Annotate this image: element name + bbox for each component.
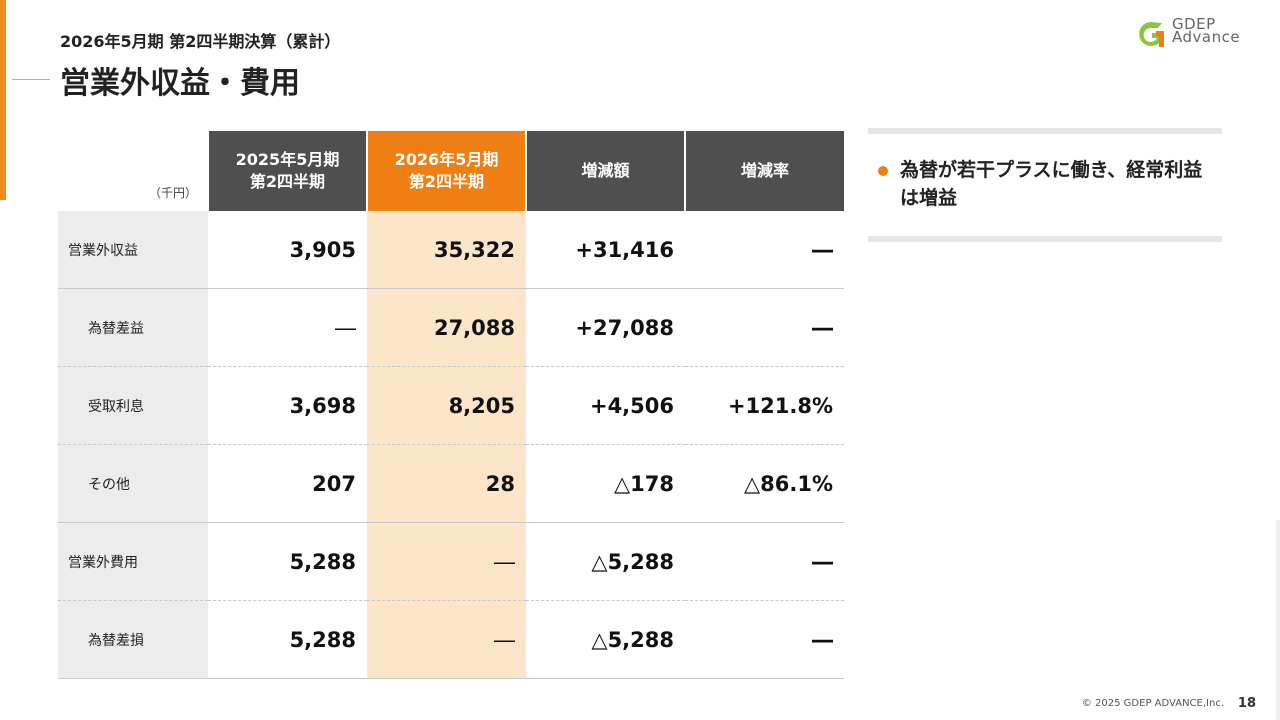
bullet-dot-icon (878, 166, 888, 176)
table-row: 営業外費用 5,288 ― △5,288 ― (58, 522, 844, 601)
page-subtitle: 2026年5月期 第2四半期決算（累計） (60, 32, 341, 51)
cell-curr: ― (367, 522, 526, 601)
row-label: 為替差益 (58, 288, 208, 367)
table-row: 営業外収益 3,905 35,322 +31,416 ― (58, 211, 844, 289)
cell-curr: 35,322 (367, 211, 526, 289)
cell-prev: 207 (208, 444, 367, 523)
edge-decoration (1276, 520, 1280, 720)
cell-prev: ― (208, 288, 367, 367)
row-label: 受取利息 (58, 366, 208, 445)
cell-curr: 28 (367, 444, 526, 523)
cell-rate: ― (685, 522, 844, 601)
cell-curr: ― (367, 600, 526, 679)
footer-copyright: © 2025 GDEP ADVANCE,Inc. (1081, 698, 1224, 709)
cell-rate: ― (685, 211, 844, 289)
table-header-row: （千円） 2025年5月期 第2四半期 2026年5月期 第2四半期 増減額 増減率 (58, 131, 844, 211)
side-note-top-bar (868, 128, 1222, 134)
logo-text: GDEP Advance (1172, 15, 1241, 46)
cell-diff: △5,288 (526, 600, 685, 679)
cell-rate: ― (685, 288, 844, 367)
company-logo: GDEP Advance (1136, 15, 1260, 48)
table-row: 為替差益 ― 27,088 +27,088 ― (58, 288, 844, 367)
cell-curr: 8,205 (367, 366, 526, 445)
table-row: 受取利息 3,698 8,205 +4,506 +121.8% (58, 366, 844, 445)
row-label: 為替差損 (58, 600, 208, 679)
col-header-prev: 2025年5月期 第2四半期 (207, 131, 367, 211)
cell-diff: △5,288 (526, 522, 685, 601)
cell-prev: 5,288 (208, 600, 367, 679)
cell-prev: 3,698 (208, 366, 367, 445)
accent-bar (0, 0, 6, 200)
cell-rate: △86.1% (685, 444, 844, 523)
row-label: 営業外収益 (58, 211, 208, 289)
cell-curr: 27,088 (367, 288, 526, 367)
cell-prev: 3,905 (208, 211, 367, 289)
cell-diff: △178 (526, 444, 685, 523)
cell-diff: +4,506 (526, 366, 685, 445)
cell-prev: 5,288 (208, 522, 367, 601)
cell-diff: +31,416 (526, 211, 685, 289)
page-number: 18 (1237, 696, 1256, 711)
cell-rate: +121.8% (685, 366, 844, 445)
col-header-curr: 2026年5月期 第2四半期 (366, 131, 526, 211)
col-header-rate: 増減率 (684, 131, 844, 211)
logo-line2: Advance (1172, 28, 1241, 46)
cell-rate: ― (685, 600, 844, 679)
row-label: その他 (58, 444, 208, 523)
side-note-bottom-bar (868, 236, 1222, 242)
unit-label: （千円） (58, 131, 208, 211)
table-row: その他 207 28 △178 △86.1% (58, 444, 844, 523)
cell-diff: +27,088 (526, 288, 685, 367)
row-label: 営業外費用 (58, 522, 208, 601)
logo-line1: GDEP (1172, 15, 1216, 33)
table-row: 為替差損 5,288 ― △5,288 ― (58, 600, 844, 679)
side-note-box: 為替が若干プラスに働き、経常利益は増益 (868, 128, 1222, 242)
side-note-text: 為替が若干プラスに働き、経常利益は増益 (900, 159, 1203, 209)
col-header-diff: 増減額 (525, 131, 685, 211)
page-title: 営業外収益・費用 (60, 66, 300, 101)
financial-table: （千円） 2025年5月期 第2四半期 2026年5月期 第2四半期 増減額 増減率… (58, 131, 844, 679)
title-rule (12, 79, 50, 80)
logo-icon (1139, 22, 1164, 47)
